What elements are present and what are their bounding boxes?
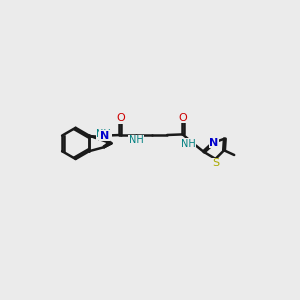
Text: O: O	[178, 112, 187, 122]
Text: NH: NH	[181, 139, 196, 149]
Text: NH: NH	[96, 129, 111, 139]
Text: NH: NH	[128, 135, 143, 146]
Text: S: S	[212, 158, 219, 168]
Text: O: O	[116, 113, 125, 123]
Text: N: N	[209, 137, 218, 148]
Text: N: N	[100, 130, 109, 141]
